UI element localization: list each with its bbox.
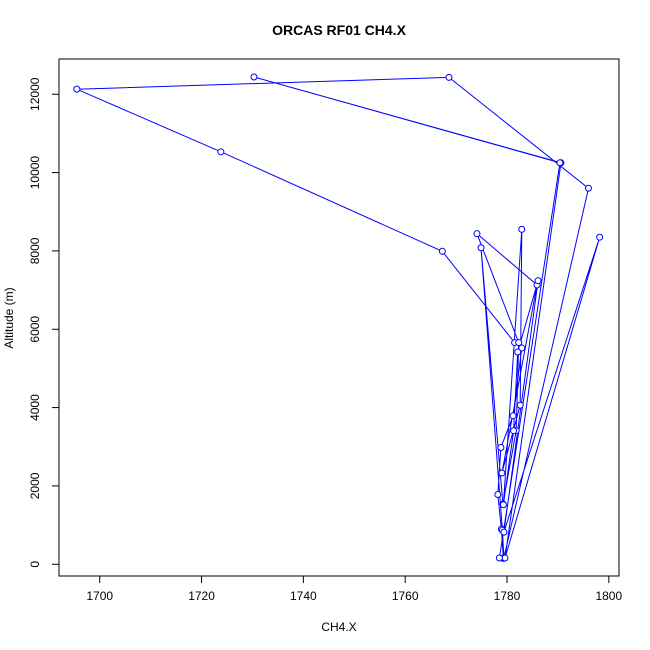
y-tick-label: 10000	[28, 156, 42, 190]
y-axis: 0 2000 4000 6000 8000 10000 12000	[28, 77, 60, 568]
x-tick-label: 1780	[494, 589, 521, 603]
data-point	[498, 469, 506, 477]
data-point	[499, 501, 507, 509]
y-tick-label: 8000	[28, 237, 42, 264]
data-point	[250, 73, 258, 81]
data-point	[516, 401, 524, 409]
x-tick-label: 1800	[595, 589, 622, 603]
y-axis-label: Altitude (m)	[2, 287, 16, 348]
chart-title: ORCAS RF01 CH4.X	[272, 22, 406, 38]
data-point	[445, 73, 453, 81]
data-point	[73, 85, 81, 93]
data-point	[534, 277, 542, 285]
data-point	[497, 444, 505, 452]
data-point	[438, 247, 446, 255]
x-tick-label: 1740	[290, 589, 317, 603]
x-tick-label: 1720	[188, 589, 215, 603]
y-tick-label: 6000	[28, 316, 42, 343]
y-tick-label: 2000	[28, 472, 42, 499]
y-tick-label: 12000	[28, 77, 42, 111]
data-point	[596, 233, 604, 241]
x-axis-label: CH4.X	[321, 620, 356, 634]
data-point	[494, 491, 502, 499]
data-point	[514, 348, 522, 356]
data-point	[556, 159, 564, 167]
data-point	[477, 244, 485, 252]
data-point	[473, 230, 481, 238]
data-point	[515, 339, 523, 347]
data-point	[495, 554, 503, 562]
y-tick-label: 4000	[28, 394, 42, 421]
series-layer	[73, 73, 604, 562]
data-point	[217, 148, 225, 156]
x-tick-label: 1760	[392, 589, 419, 603]
data-point	[584, 184, 592, 192]
x-axis: 1700 1720 1740 1760 1780 1800	[86, 575, 622, 603]
data-point	[518, 225, 526, 233]
data-point	[509, 412, 517, 420]
data-point	[510, 427, 518, 435]
data-point	[518, 344, 526, 352]
y-tick-label: 0	[28, 561, 42, 568]
plot-frame	[58, 58, 620, 577]
series-line	[76, 76, 601, 559]
data-point	[500, 528, 508, 536]
x-tick-label: 1700	[86, 589, 113, 603]
